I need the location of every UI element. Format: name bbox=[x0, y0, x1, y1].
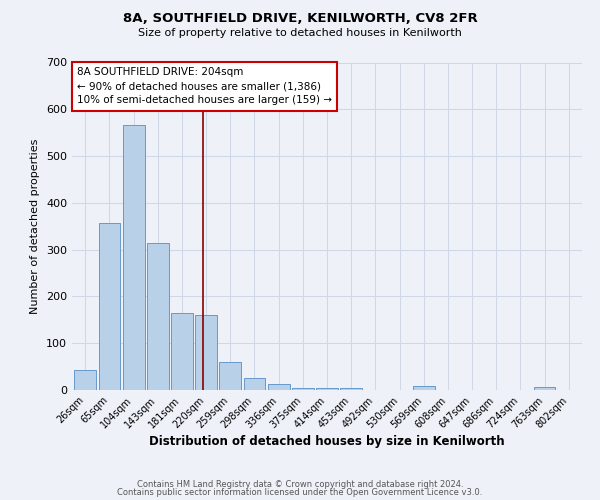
Bar bbox=[195, 315, 217, 390]
Bar bbox=[147, 242, 169, 390]
Bar bbox=[533, 386, 556, 390]
Bar bbox=[98, 223, 121, 390]
Bar bbox=[220, 362, 241, 390]
Text: Contains public sector information licensed under the Open Government Licence v3: Contains public sector information licen… bbox=[118, 488, 482, 497]
Text: 8A SOUTHFIELD DRIVE: 204sqm
← 90% of detached houses are smaller (1,386)
10% of : 8A SOUTHFIELD DRIVE: 204sqm ← 90% of det… bbox=[77, 68, 332, 106]
Text: Contains HM Land Registry data © Crown copyright and database right 2024.: Contains HM Land Registry data © Crown c… bbox=[137, 480, 463, 489]
Bar bbox=[292, 388, 314, 390]
X-axis label: Distribution of detached houses by size in Kenilworth: Distribution of detached houses by size … bbox=[149, 436, 505, 448]
Bar bbox=[123, 125, 145, 390]
Y-axis label: Number of detached properties: Number of detached properties bbox=[31, 138, 40, 314]
Text: 8A, SOUTHFIELD DRIVE, KENILWORTH, CV8 2FR: 8A, SOUTHFIELD DRIVE, KENILWORTH, CV8 2F… bbox=[122, 12, 478, 26]
Bar bbox=[268, 384, 290, 390]
Bar bbox=[244, 378, 265, 390]
Bar bbox=[340, 388, 362, 390]
Bar bbox=[316, 388, 338, 390]
Bar bbox=[74, 370, 96, 390]
Text: Size of property relative to detached houses in Kenilworth: Size of property relative to detached ho… bbox=[138, 28, 462, 38]
Bar bbox=[413, 386, 434, 390]
Bar bbox=[171, 313, 193, 390]
